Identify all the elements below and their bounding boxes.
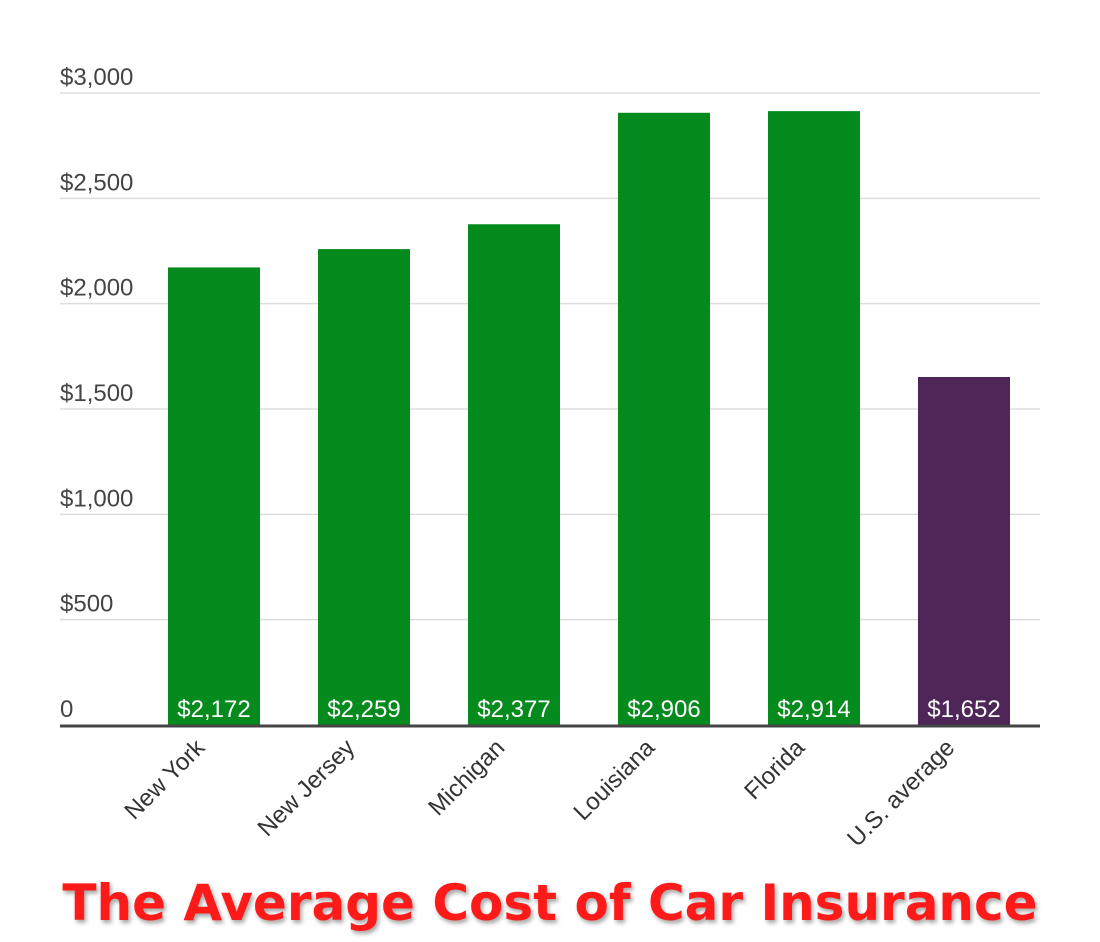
y-tick-label: $2,000 — [60, 275, 133, 302]
x-category-label: New Jersey — [252, 734, 360, 842]
bar — [318, 249, 410, 725]
y-tick-label: $1,000 — [60, 485, 133, 512]
x-category-label: Michigan — [423, 734, 510, 821]
bar — [468, 224, 560, 725]
bar-value-label: $2,172 — [177, 696, 250, 723]
x-category-label: Florida — [739, 734, 810, 805]
y-tick-label: $500 — [60, 591, 113, 618]
bar-value-label: $2,914 — [777, 696, 850, 723]
y-tick-label: $1,500 — [60, 380, 133, 407]
x-axis-category-labels: New York New Jersey Michigan Louisiana Flori… — [119, 733, 960, 852]
bar — [618, 112, 710, 725]
x-category-label: Louisiana — [568, 734, 660, 826]
y-tick-label: 0 — [60, 696, 73, 723]
bar-value-labels: $2,172 $2,259 $2,377 $2,906 $2,914 $1,652 — [177, 696, 1000, 723]
bar-value-label: $1,652 — [927, 696, 1000, 723]
bar — [918, 376, 1010, 725]
x-category-label: U.S. average — [842, 734, 960, 852]
bar-value-label: $2,377 — [477, 696, 550, 723]
y-axis-tick-labels: 0 $500 $1,000 $1,500 $2,000 $2,500 $3,000 — [60, 64, 133, 723]
bar — [168, 267, 260, 725]
x-category-label: New York — [119, 733, 210, 824]
bar — [768, 111, 860, 726]
chart-title: The Average Cost of Car Insurance — [62, 874, 1037, 932]
bar-value-label: $2,259 — [327, 696, 400, 723]
y-tick-label: $3,000 — [60, 64, 133, 91]
bars — [168, 111, 1010, 726]
bar-value-label: $2,906 — [627, 696, 700, 723]
y-tick-label: $2,500 — [60, 169, 133, 196]
